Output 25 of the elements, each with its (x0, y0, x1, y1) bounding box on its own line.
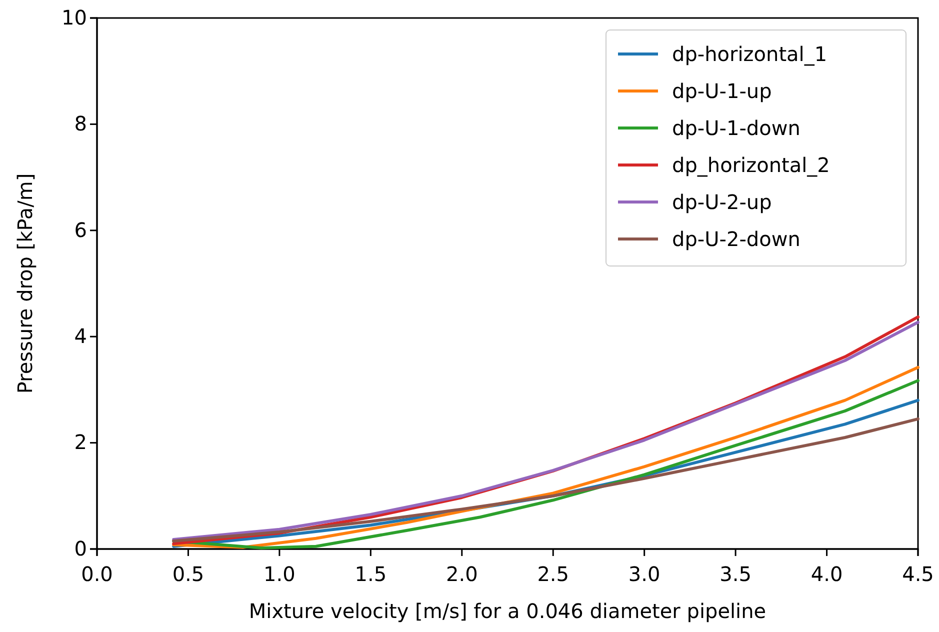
line-series (172, 417, 920, 543)
y-tick-label: 4 (74, 324, 87, 348)
y-tick-label: 0 (74, 536, 87, 560)
x-tick-label: 2.5 (537, 562, 570, 586)
legend-label: dp-U-2-down (672, 227, 800, 251)
legend-label: dp-U-1-up (672, 79, 772, 103)
legend-label: dp_horizontal_2 (672, 153, 830, 177)
legend-label: dp-horizontal_1 (672, 42, 828, 66)
x-tick-label: 3.5 (720, 562, 752, 586)
x-tick-label: 0.5 (172, 562, 204, 586)
y-axis-title: Pressure drop [kPa/m] (13, 173, 37, 394)
x-tick-label: 3.0 (628, 562, 660, 586)
y-tick-label: 6 (74, 218, 87, 242)
y-tick-label: 8 (74, 112, 87, 136)
legend-label: dp-U-1-down (672, 116, 800, 140)
legend-label: dp-U-2-up (672, 190, 772, 214)
x-tick-label: 1.0 (264, 562, 296, 586)
y-tick-label: 2 (74, 430, 87, 454)
x-tick-label: 0.0 (81, 562, 113, 586)
x-tick-label: 2.0 (446, 562, 478, 586)
x-axis-title: Mixture velocity [m/s] for a 0.046 diameter pipeline (248, 599, 766, 623)
x-tick-label: 1.5 (354, 562, 387, 586)
x-tick-label: 4.0 (810, 562, 843, 586)
y-tick-label: 10 (62, 5, 87, 30)
x-tick-label: 4.5 (902, 562, 934, 586)
